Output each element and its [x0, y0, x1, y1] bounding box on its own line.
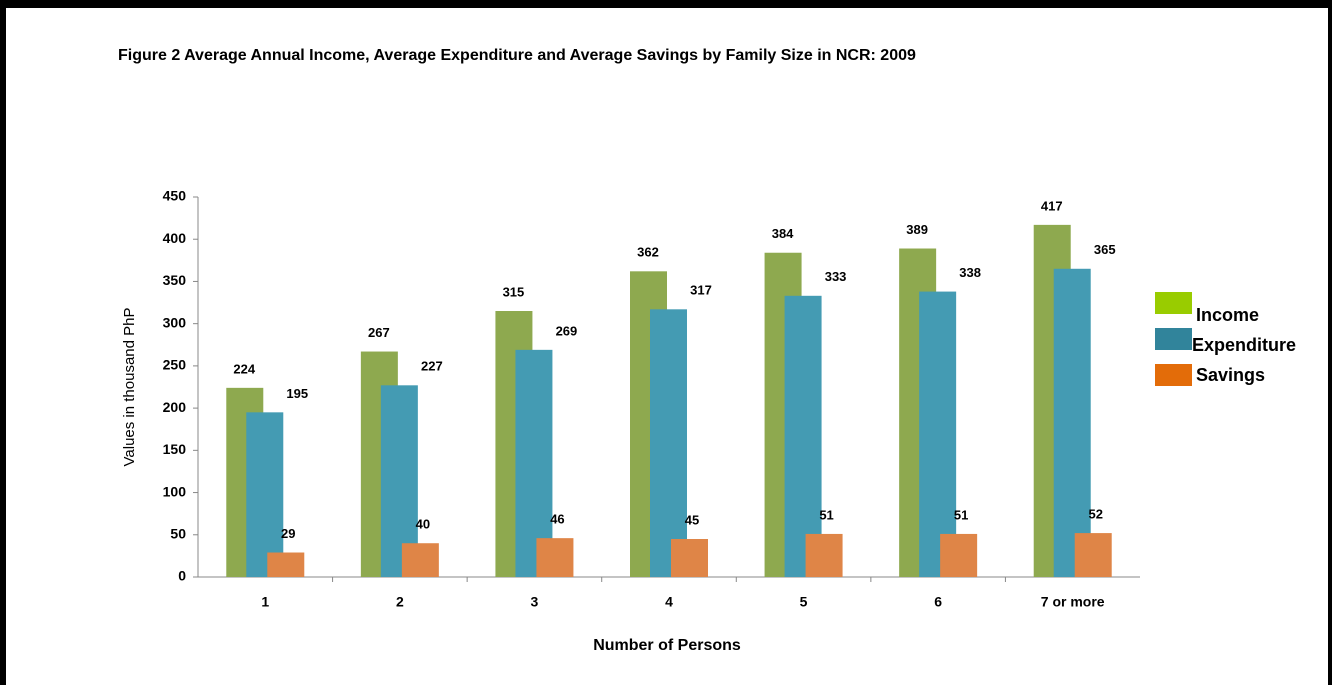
data-label: 384 [772, 226, 794, 241]
y-tick-label: 150 [163, 441, 187, 457]
bar [805, 533, 843, 577]
bar [919, 291, 957, 577]
data-label: 224 [233, 361, 255, 376]
y-axis-title: Values in thousand PhP [121, 307, 138, 466]
y-tick-label: 250 [163, 357, 187, 373]
bar [246, 412, 284, 577]
x-tick-label: 7 or more [1041, 594, 1105, 610]
y-tick-label: 450 [163, 188, 187, 204]
data-label: 45 [685, 512, 699, 527]
bar [1074, 533, 1112, 577]
y-tick-label: 300 [163, 314, 187, 330]
data-label: 269 [556, 323, 578, 338]
legend-label: Income [1196, 305, 1259, 325]
legend-label: Expenditure [1192, 335, 1296, 355]
y-tick-label: 50 [170, 525, 186, 541]
data-label: 51 [954, 507, 968, 522]
data-label: 365 [1094, 242, 1116, 257]
data-label: 227 [421, 359, 443, 374]
data-label: 362 [637, 245, 659, 260]
data-label: 267 [368, 325, 390, 340]
data-label: 315 [503, 284, 525, 299]
data-label: 317 [690, 283, 712, 298]
data-label: 333 [825, 269, 847, 284]
data-label: 338 [959, 265, 981, 280]
bar [1053, 268, 1091, 577]
data-label: 40 [416, 517, 430, 532]
data-label: 389 [906, 222, 928, 237]
data-label: 29 [281, 526, 295, 541]
legend-swatch [1155, 292, 1192, 314]
data-label: 195 [286, 386, 308, 401]
y-tick-label: 0 [178, 568, 186, 584]
y-tick-label: 200 [163, 399, 187, 415]
x-tick-label: 4 [665, 594, 673, 610]
bar [267, 552, 305, 577]
x-tick-label: 6 [934, 594, 942, 610]
bar [401, 543, 439, 577]
legend-swatch [1155, 364, 1192, 386]
bar [536, 538, 574, 577]
bar [940, 533, 978, 577]
chart: Figure 2 Average Annual Income, Average … [118, 47, 1296, 654]
x-tick-label: 2 [396, 594, 404, 610]
chart-title: Figure 2 Average Annual Income, Average … [118, 47, 916, 64]
legend-swatch [1155, 328, 1192, 350]
y-tick-label: 100 [163, 483, 187, 499]
data-label: 46 [550, 512, 564, 527]
data-label: 417 [1041, 198, 1063, 213]
bar [784, 295, 822, 577]
data-label: 51 [819, 507, 833, 522]
y-tick-label: 350 [163, 272, 187, 288]
data-label: 52 [1088, 507, 1102, 522]
x-tick-label: 3 [531, 594, 539, 610]
bar [671, 539, 708, 577]
x-tick-label: 5 [800, 594, 808, 610]
x-axis-title: Number of Persons [593, 637, 741, 654]
legend-label: Savings [1196, 365, 1265, 385]
bar [650, 309, 687, 577]
y-tick-label: 400 [163, 230, 187, 246]
x-tick-label: 1 [261, 594, 269, 610]
